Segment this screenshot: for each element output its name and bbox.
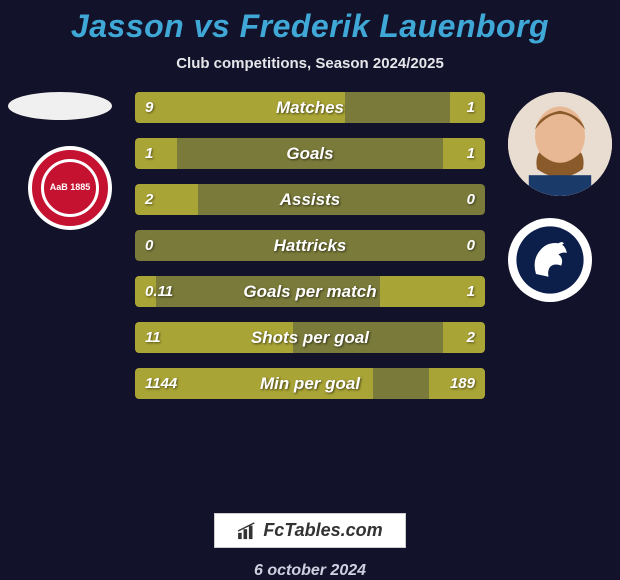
stat-label: Hattricks xyxy=(179,236,441,256)
stat-value-right: 0 xyxy=(441,191,475,208)
stat-label: Shots per goal xyxy=(179,328,441,348)
subtitle: Club competitions, Season 2024/2025 xyxy=(176,55,444,72)
stat-row: 11Shots per goal2 xyxy=(135,322,485,353)
player2-club-crest xyxy=(508,218,592,302)
stat-row: 2Assists0 xyxy=(135,184,485,215)
face-icon xyxy=(508,92,612,196)
stat-value-left: 1 xyxy=(145,145,179,162)
stat-value-left: 9 xyxy=(145,99,179,116)
stat-row: 0Hattricks0 xyxy=(135,230,485,261)
crest1-text: AaB 1885 xyxy=(41,159,99,217)
stat-value-right: 1 xyxy=(441,283,475,300)
comparison-card: Jasson vs Frederik Lauenborg Club compet… xyxy=(0,0,620,580)
stat-value-left: 11 xyxy=(145,329,179,346)
footer-brand-text: FcTables.com xyxy=(263,520,382,541)
comparison-bars: 9Matches11Goals12Assists00Hattricks00.11… xyxy=(135,92,485,399)
stat-value-left: 0 xyxy=(145,237,179,254)
stat-value-right: 2 xyxy=(441,329,475,346)
stat-row: 1Goals1 xyxy=(135,138,485,169)
horse-icon xyxy=(515,225,585,295)
page-title: Jasson vs Frederik Lauenborg xyxy=(71,8,549,45)
chart-icon xyxy=(237,522,259,540)
stat-value-right: 0 xyxy=(441,237,475,254)
stat-label: Assists xyxy=(179,190,441,210)
stat-label: Goals per match xyxy=(179,282,441,302)
stat-value-left: 0.11 xyxy=(145,283,179,300)
stat-label: Matches xyxy=(179,98,441,118)
stat-row: 0.11Goals per match1 xyxy=(135,276,485,307)
player2-avatar xyxy=(508,92,612,196)
stat-label: Min per goal xyxy=(179,374,441,394)
footer-brand: FcTables.com xyxy=(214,513,405,548)
stat-value-right: 1 xyxy=(441,145,475,162)
stat-value-left: 2 xyxy=(145,191,179,208)
player1-avatar xyxy=(8,92,112,120)
stat-row: 1144Min per goal189 xyxy=(135,368,485,399)
date-text: 6 october 2024 xyxy=(254,562,366,580)
stat-value-right: 189 xyxy=(441,375,475,392)
chart-zone: AaB 1885 9Matches11Goals12Assists00Hattr… xyxy=(0,92,620,495)
stat-row: 9Matches1 xyxy=(135,92,485,123)
stat-value-left: 1144 xyxy=(145,375,179,392)
stat-label: Goals xyxy=(179,144,441,164)
stat-value-right: 1 xyxy=(441,99,475,116)
player1-club-crest: AaB 1885 xyxy=(28,146,112,230)
